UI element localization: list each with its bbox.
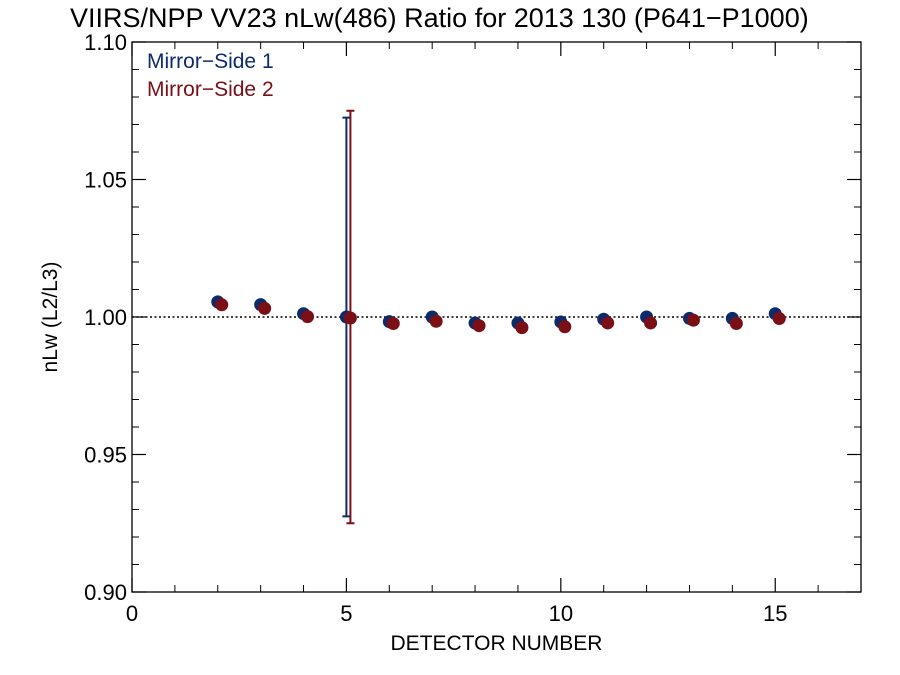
y-tick-labels: 0.90 0.95 1.00 1.05 1.10 [84, 30, 127, 605]
x-tick-labels: 0 5 10 15 [126, 601, 788, 626]
chart-title: VIIRS/NPP VV23 nLw(486) Ratio for 2013 1… [70, 3, 809, 33]
data-point [343, 311, 357, 325]
y-tick-label: 0.90 [84, 580, 127, 605]
x-axis-label: DETECTOR NUMBER [391, 632, 603, 655]
data-point [772, 312, 786, 326]
data-point [601, 316, 615, 330]
data-point [558, 320, 572, 334]
major-ticks [131, 41, 861, 593]
y-axis-label: nLw (L2/L3) [39, 262, 62, 373]
data-point [301, 310, 315, 324]
y-tick-label: 0.95 [84, 443, 127, 468]
data-point [644, 316, 658, 330]
y-tick-label: 1.10 [84, 30, 127, 55]
x-tick-label: 10 [549, 601, 573, 626]
data-point [472, 319, 486, 333]
legend-entry-mirror-side-1: Mirror−Side 1 [147, 50, 274, 73]
data-point [386, 317, 400, 330]
data-point [215, 298, 229, 312]
y-tick-label: 1.00 [84, 305, 127, 330]
y-tick-label: 1.05 [84, 168, 127, 193]
data-point [686, 313, 700, 327]
minor-ticks [132, 42, 862, 592]
data-points [211, 295, 786, 335]
data-point [515, 321, 529, 335]
legend-entry-mirror-side-2: Mirror−Side 2 [147, 78, 274, 101]
x-tick-label: 5 [340, 601, 352, 626]
x-tick-label: 0 [126, 601, 138, 626]
data-point [258, 301, 272, 315]
x-tick-label: 15 [763, 601, 787, 626]
data-point [729, 317, 743, 330]
data-point [429, 314, 443, 328]
